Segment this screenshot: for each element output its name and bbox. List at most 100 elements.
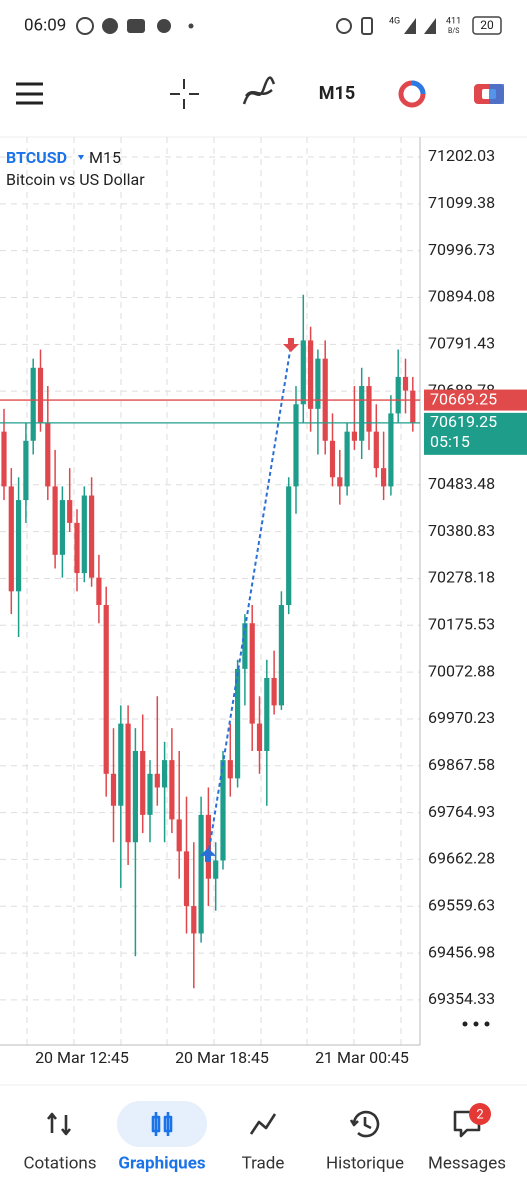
x-tick-label: 20 Mar 12:45	[35, 1048, 129, 1067]
candle-body	[242, 623, 248, 669]
x-tick-label: 20 Mar 18:45	[175, 1048, 269, 1067]
candle-body	[1, 431, 7, 487]
nav-label[interactable]: Historique	[326, 1153, 404, 1173]
candle-body	[220, 760, 226, 861]
candle-body	[198, 814, 204, 934]
signal	[424, 18, 436, 34]
nav-label[interactable]: Cotations	[23, 1153, 96, 1173]
icon	[102, 18, 118, 34]
y-tick-label: 70791.43	[428, 334, 495, 353]
icon	[336, 18, 352, 34]
candle-body	[103, 605, 109, 774]
candle-body	[45, 422, 51, 487]
price-label: 70669.25	[430, 389, 497, 408]
candle-body	[286, 486, 292, 606]
candle-body	[235, 668, 241, 779]
nav-icon	[151, 1112, 173, 1136]
menu-button[interactable]	[16, 82, 43, 105]
candle-body	[373, 431, 379, 469]
candle-body	[147, 773, 153, 815]
icon	[76, 17, 94, 35]
candle-body	[351, 431, 357, 441]
candle-body	[110, 773, 117, 806]
candle-body	[315, 358, 321, 409]
nav-icon	[249, 1113, 277, 1135]
candle-body	[395, 376, 401, 414]
crosshair-button[interactable]	[170, 79, 199, 109]
icon	[188, 23, 194, 29]
countdown: 05:15	[430, 432, 470, 451]
candle-body	[278, 605, 284, 706]
candle-body	[249, 623, 255, 724]
nav-icon	[46, 1112, 72, 1136]
speed: 411	[446, 16, 461, 26]
price-label-box	[424, 412, 527, 455]
price-label-box	[424, 389, 527, 411]
nav-label[interactable]: Graphiques	[118, 1153, 206, 1173]
candle-body	[337, 477, 343, 487]
candle-body	[329, 440, 336, 478]
nav-label[interactable]: Trade	[242, 1153, 285, 1173]
y-tick-label: 71202.03	[428, 146, 495, 165]
candle-body	[89, 495, 95, 578]
candle-body	[256, 723, 263, 751]
battery	[472, 16, 502, 35]
candle-body	[388, 413, 394, 487]
nav-icon	[349, 1110, 380, 1138]
candle-body	[410, 390, 416, 423]
candle-body	[381, 468, 387, 487]
y-tick-label: 69764.93	[428, 802, 495, 821]
candle-body	[140, 750, 146, 815]
y-tick-label: 70278.18	[428, 568, 495, 587]
candle-body	[74, 522, 80, 574]
symbol[interactable]: BTCUSD	[6, 148, 67, 167]
network: 4G	[389, 16, 400, 26]
sell-arrow	[283, 337, 299, 352]
y-tick-label: 70175.53	[428, 615, 495, 634]
candle-body	[37, 367, 44, 423]
chart-timeframe: M15	[89, 148, 121, 167]
candle-body	[308, 340, 314, 409]
price-label: 70619.25	[430, 412, 497, 431]
candle-body	[52, 486, 58, 555]
y-tick-label: 69970.23	[428, 708, 495, 727]
candle-body	[81, 495, 87, 574]
candle-body	[30, 367, 36, 441]
candle-body	[118, 723, 124, 806]
candle-body	[16, 500, 22, 592]
y-tick-label: 70894.08	[428, 287, 495, 306]
description: Bitcoin vs US Dollar	[6, 170, 145, 189]
y-tick-label: 70996.73	[428, 240, 495, 259]
speed-unit: B/S	[448, 27, 459, 35]
candle-body	[169, 760, 175, 820]
badge-count: 2	[476, 1107, 483, 1122]
timeframe-button[interactable]: M15	[319, 83, 355, 104]
buy-arrow	[200, 847, 216, 862]
badge	[469, 1103, 491, 1125]
dropdown	[78, 155, 84, 160]
candle-body	[213, 860, 219, 879]
icon	[127, 19, 145, 33]
trade-icon	[489, 84, 504, 104]
candle-body	[176, 819, 182, 852]
y-tick-label: 69456.98	[428, 942, 495, 961]
battery-level: 20	[480, 18, 494, 32]
candle-body	[300, 340, 306, 405]
y-tick-label: 69559.63	[428, 895, 495, 914]
candle-body	[366, 386, 372, 432]
candle-body	[271, 677, 277, 706]
candle-body	[344, 431, 350, 487]
more-button[interactable]	[462, 1021, 490, 1027]
indicators-button[interactable]	[242, 76, 276, 105]
candle-body	[191, 906, 197, 934]
y-tick-label: 69662.28	[428, 849, 495, 868]
active-pill	[117, 1101, 207, 1147]
icon	[157, 19, 171, 33]
x-tick-label: 21 Mar 00:45	[315, 1048, 409, 1067]
signal	[404, 18, 416, 34]
candle-body	[205, 814, 211, 879]
nav-label[interactable]: Messages	[428, 1153, 506, 1173]
clock: 06:09	[24, 15, 66, 35]
candle-body	[264, 677, 270, 751]
